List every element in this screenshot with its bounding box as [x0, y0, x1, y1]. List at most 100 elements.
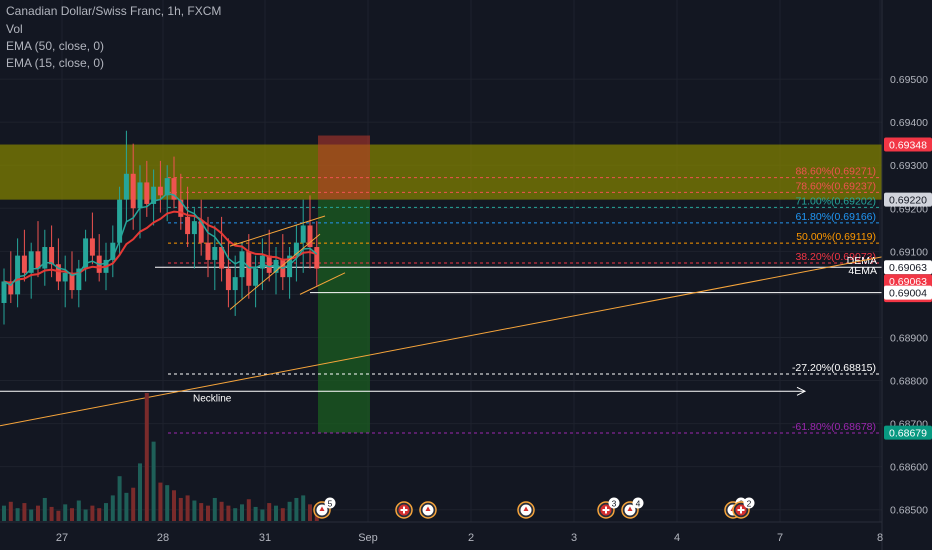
- candle-body[interactable]: [314, 247, 320, 269]
- time-tick-label: 7: [777, 532, 783, 544]
- volume-bar: [2, 505, 6, 521]
- candle-body[interactable]: [89, 238, 95, 256]
- channel-arrow[interactable]: [299, 272, 346, 295]
- time-tick-label: 8: [877, 532, 883, 544]
- event-badge: [608, 497, 620, 509]
- candle-body[interactable]: [83, 238, 89, 269]
- time-tick-label: 4: [674, 532, 680, 544]
- indicator-ema50[interactable]: EMA (50, close, 0): [6, 39, 105, 53]
- indicator-ema15[interactable]: EMA (15, close, 0): [6, 56, 105, 70]
- price-tag[interactable]: [884, 285, 932, 300]
- price-tick-label: 0.68500: [890, 505, 928, 517]
- chart-title[interactable]: Canadian Dollar/Swiss Franc, 1h, FXCM: [6, 4, 222, 18]
- flag-cross-h: [602, 509, 610, 511]
- candle-body[interactable]: [164, 178, 170, 196]
- event-badge-count: 3: [612, 499, 617, 509]
- neckline-arrowhead: [796, 386, 807, 396]
- candle-body[interactable]: [28, 251, 34, 273]
- time-tick-label: Sep: [358, 532, 378, 544]
- volume-bar: [90, 505, 95, 521]
- candle-body[interactable]: [273, 259, 279, 273]
- candle-body[interactable]: [157, 186, 163, 196]
- candle-body[interactable]: [239, 251, 245, 278]
- candle-body[interactable]: [191, 221, 197, 235]
- candle-body[interactable]: [259, 255, 265, 269]
- candle-body[interactable]: [198, 221, 204, 243]
- candle-body[interactable]: [15, 255, 21, 295]
- volume-bar: [83, 509, 88, 521]
- candle-body[interactable]: [246, 251, 252, 286]
- candle-body[interactable]: [130, 173, 136, 209]
- candle-body[interactable]: [151, 186, 157, 204]
- time-tick-label: 31: [259, 532, 271, 544]
- flag-cross-h: [737, 509, 745, 511]
- candle-body[interactable]: [307, 225, 313, 248]
- price-tag[interactable]: [884, 260, 932, 275]
- stop-loss-zone[interactable]: [318, 135, 370, 200]
- candle-body[interactable]: [219, 247, 225, 269]
- candle-body[interactable]: [144, 182, 150, 204]
- candle-body[interactable]: [185, 216, 191, 235]
- candle-body[interactable]: [300, 225, 306, 243]
- ema15-line[interactable]: [3, 192, 318, 287]
- event-badge: [743, 497, 755, 509]
- trend-line[interactable]: [0, 256, 883, 427]
- time-tick-label: 2: [468, 532, 474, 544]
- channel-lower[interactable]: [229, 233, 321, 310]
- price-tick-label: 0.69100: [890, 246, 928, 258]
- volume-bar: [185, 495, 190, 521]
- price-tick-label: 0.69500: [890, 74, 928, 86]
- volume-bar: [131, 487, 136, 521]
- candle-body[interactable]: [62, 272, 68, 282]
- time-tick-label: 3: [571, 532, 577, 544]
- volume-bar: [192, 500, 197, 521]
- candle-body[interactable]: [171, 178, 177, 200]
- candle-body[interactable]: [55, 264, 61, 282]
- price-tick-label: 0.69400: [890, 117, 928, 129]
- fib-level-label: 61.80%(0.69166): [795, 211, 876, 223]
- volume-bar: [15, 508, 20, 521]
- candle-body[interactable]: [293, 242, 299, 256]
- candle-body[interactable]: [8, 281, 14, 295]
- candle-body[interactable]: [123, 173, 129, 200]
- volume-bar: [42, 497, 47, 521]
- candle-body[interactable]: [225, 268, 231, 291]
- channel-upper[interactable]: [229, 215, 326, 247]
- candle-body[interactable]: [178, 199, 184, 217]
- candle-body[interactable]: [21, 255, 27, 273]
- price-tick-label: 0.68900: [890, 332, 928, 344]
- candle-body[interactable]: [205, 242, 211, 260]
- candle-body[interactable]: [253, 268, 259, 286]
- candle-body[interactable]: [1, 281, 7, 303]
- candle-body[interactable]: [42, 247, 48, 269]
- candle-body[interactable]: [232, 277, 238, 291]
- candle-body[interactable]: [49, 247, 55, 265]
- volume-bar: [246, 499, 251, 521]
- candle-body[interactable]: [76, 268, 82, 291]
- volume-bar: [267, 503, 272, 521]
- candle-body[interactable]: [287, 255, 293, 278]
- candle-body[interactable]: [117, 199, 123, 243]
- take-profit-zone[interactable]: [318, 199, 370, 433]
- volume-bar: [253, 506, 258, 521]
- price-tag[interactable]: [884, 425, 932, 440]
- price-tag[interactable]: [884, 274, 932, 289]
- volume-bar: [274, 505, 278, 521]
- candle-body[interactable]: [137, 182, 143, 209]
- event-badge-count: 4: [636, 499, 641, 509]
- price-tag-label: 0.69063: [889, 276, 927, 288]
- candle-body[interactable]: [110, 242, 116, 260]
- ema50-line[interactable]: [3, 210, 318, 285]
- volume-bar: [233, 508, 238, 521]
- candle-body[interactable]: [35, 251, 41, 269]
- volume-bar: [8, 501, 13, 521]
- price-tag[interactable]: [884, 137, 932, 152]
- price-tag[interactable]: [884, 192, 932, 207]
- candle-body[interactable]: [212, 247, 218, 260]
- candle-body[interactable]: [266, 255, 272, 273]
- candle-body[interactable]: [69, 272, 75, 291]
- indicator-vol[interactable]: Vol: [6, 22, 23, 36]
- event-badge-count: 5: [328, 499, 333, 509]
